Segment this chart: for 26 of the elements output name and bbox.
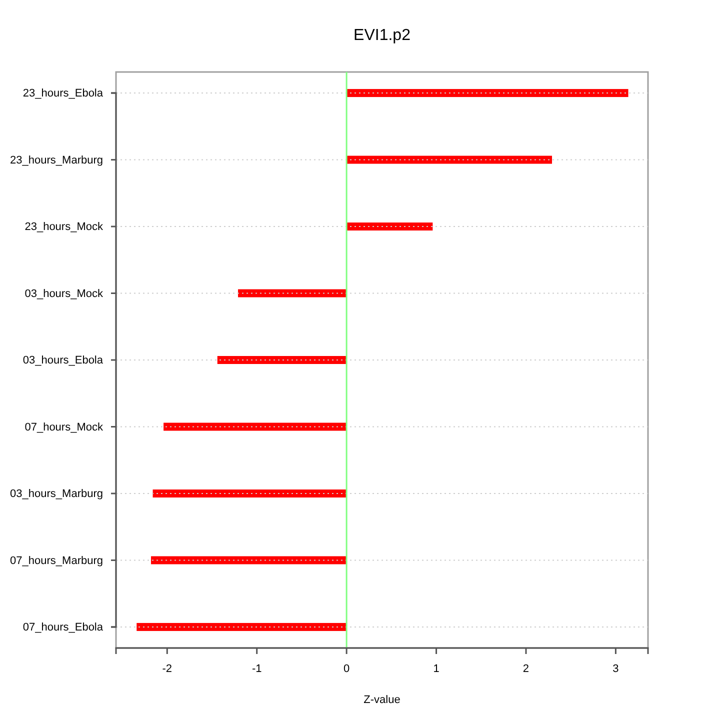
- y-tick-label: 03_hours_Mock: [24, 288, 104, 300]
- bar: [346, 156, 552, 164]
- bar: [217, 356, 347, 364]
- x-tick-label: 0: [344, 662, 350, 675]
- y-tick-label: 23_hours_Ebola: [22, 88, 104, 100]
- y-tick-label: 07_hours_Marburg: [10, 554, 103, 567]
- y-tick-label: 03_hours_Marburg: [10, 488, 103, 500]
- y-tick-label: 03_hours_Ebola: [22, 354, 104, 367]
- bar: [136, 622, 347, 631]
- bar: [346, 89, 628, 98]
- bar: [152, 489, 347, 498]
- x-axis-title: Z-value: [364, 694, 400, 706]
- x-tick-label: 1: [433, 662, 440, 675]
- y-tick-label: 23_hours_Mock: [24, 221, 104, 234]
- chart-title: EVI1.p2: [354, 27, 411, 44]
- y-tick-label: 07_hours_Mock: [24, 421, 104, 434]
- x-tick-label: 3: [612, 662, 619, 675]
- y-tick-label: 23_hours_Marburg: [10, 154, 103, 166]
- y-tick-label: 07_hours_Ebola: [22, 621, 104, 634]
- x-tick-label: -1: [252, 662, 262, 675]
- bar: [150, 556, 347, 564]
- x-tick-label: -2: [162, 662, 172, 675]
- bar: [164, 422, 347, 431]
- x-tick-label: 2: [522, 662, 530, 675]
- bar: [238, 289, 347, 298]
- bar: [346, 222, 433, 231]
